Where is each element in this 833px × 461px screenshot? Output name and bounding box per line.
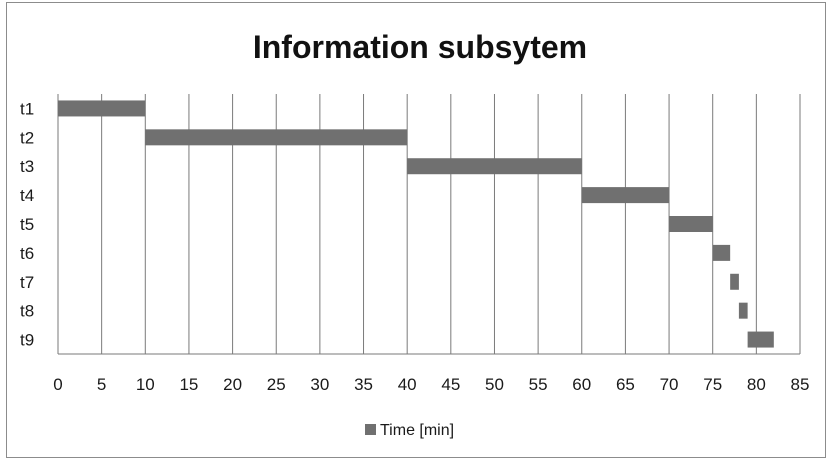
x-tick-label: 70 [660, 375, 679, 394]
x-tick-label: 25 [267, 375, 286, 394]
gantt-bar [747, 331, 774, 348]
x-tick-label: 80 [747, 375, 766, 394]
x-tick-label: 10 [136, 375, 155, 394]
gantt-bar [738, 302, 748, 319]
x-tick-label: 30 [310, 375, 329, 394]
gantt-bar [669, 216, 713, 232]
x-tick-label: 60 [572, 375, 591, 394]
x-tick-label: 35 [354, 375, 373, 394]
x-tick-label: 85 [791, 375, 810, 394]
x-tick-label: 20 [223, 375, 242, 394]
x-tick-label: 40 [398, 375, 417, 394]
x-tick-label: 55 [529, 375, 548, 394]
y-tick-label: t7 [20, 273, 34, 292]
x-tick-label: 50 [485, 375, 504, 394]
x-tick-label: 65 [616, 375, 635, 394]
legend: Time [min] [365, 422, 454, 439]
gantt-bar [407, 158, 582, 175]
gantt-bar [712, 244, 731, 261]
y-tick-label: t9 [20, 331, 34, 350]
y-tick-label: t4 [20, 186, 34, 205]
gantt-bar [145, 129, 408, 146]
x-axis-labels: 0 5 10 15 20 25 30 35 40 45 50 55 60 65 70 75 80 85 [53, 375, 809, 394]
y-axis-labels: t1 t2 t3 t4 t5 t6 t7 t8 t9 [20, 99, 34, 349]
x-tick-label: 45 [441, 375, 460, 394]
gantt-bar [581, 187, 670, 204]
bars [58, 100, 774, 348]
legend-swatch [365, 424, 376, 435]
x-tick-label: 15 [179, 375, 198, 394]
y-tick-label: t6 [20, 244, 34, 263]
chart-title: Information subsytem [253, 29, 587, 65]
grid-lines [57, 94, 801, 355]
gantt-bar [58, 100, 146, 117]
gantt-bar [730, 273, 739, 290]
y-tick-label: t3 [20, 157, 34, 176]
y-tick-label: t1 [20, 99, 34, 118]
x-tick-label: 5 [97, 375, 106, 394]
y-tick-label: t8 [20, 302, 34, 321]
x-tick-label: 0 [53, 375, 62, 394]
y-tick-label: t2 [20, 128, 34, 147]
legend-label: Time [min] [380, 422, 454, 439]
x-tick-label: 75 [703, 375, 722, 394]
y-tick-label: t5 [20, 215, 34, 234]
